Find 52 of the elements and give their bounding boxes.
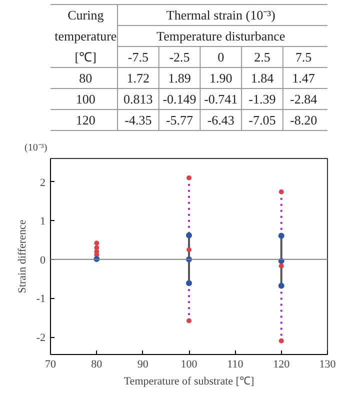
x-tick-label: 90 [137,358,149,370]
x-tick-label: -7.5 [128,50,148,64]
y-tick-label: -1 [36,293,46,306]
data-label: 1.47 [292,70,316,86]
y-tick-label: 120 [76,112,96,128]
data-label: 1.90 [209,70,232,86]
data-label: -0.149 [162,92,196,106]
x-tick-label: 80 [91,358,103,370]
y-tick-label: 2 [40,176,46,189]
data-label: -1.39 [248,92,276,106]
y-tick-label: -2 [36,332,46,344]
y-tick-label: 0 [40,254,46,266]
point [278,232,284,239]
data-label: 1.72 [126,70,150,86]
point [94,240,100,246]
y-axis-title: Curing temperature [℃] [54,8,117,64]
point [186,280,192,286]
data-label: -8.20 [290,112,318,128]
x-tick-label: 0 [218,50,224,64]
data-label: 1.89 [168,70,191,86]
x-tick-label: 100 [180,358,198,370]
data-label: -2.84 [290,92,318,106]
chart-title: Thermal strain (10⁻³) [166,8,276,22]
x-tick-label: -2.5 [169,50,190,64]
y-tick-label: 1 [40,216,46,228]
data-label: -0.741 [204,92,238,106]
y-tick-label: 80 [79,70,92,86]
data-label: -6.43 [207,112,234,128]
data-label: -4.35 [124,112,152,128]
point [186,232,192,238]
data-label: -7.05 [248,112,276,128]
x-tick-label: 130 [319,358,336,370]
data-label: 0.813 [124,92,153,106]
chart-subtitle: Temperature disturbance [156,28,286,44]
x-axis-title: Temperature of substrate [℃] [124,376,254,388]
point [278,338,284,344]
x-tick-label: 70 [45,358,56,370]
text: (10⁻³) [24,142,48,154]
point [278,264,284,269]
x-tick-label: 7.5 [295,50,312,64]
y-axis-title: Strain difference [16,220,28,294]
x-tick-label: 2.5 [254,50,270,64]
data-label: 1.84 [250,70,274,86]
point [186,318,192,324]
data-label: -5.77 [166,112,194,128]
point [278,282,284,289]
point [278,189,284,194]
point [186,247,192,252]
x-tick-label: 120 [273,358,290,370]
point [186,175,192,180]
y-tick-label: 100 [76,92,96,106]
x-tick-label: 110 [227,358,244,370]
